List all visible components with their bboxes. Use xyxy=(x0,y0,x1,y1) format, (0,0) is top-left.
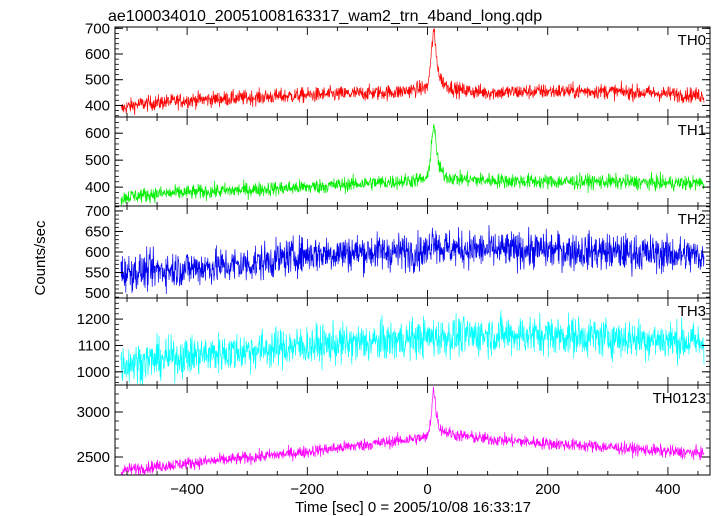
x-tick-label: −200 xyxy=(290,481,324,498)
panel-th2: 500 550 600 650 700 TH2 xyxy=(85,203,711,302)
y-axis-label: Counts/sec xyxy=(32,220,49,296)
panel-th0: 400 500 600 700 TH0 xyxy=(85,20,711,118)
x-tick-label: −400 xyxy=(170,481,204,498)
y-tick-label: 500 xyxy=(85,152,110,169)
x-tick-label: 400 xyxy=(655,481,680,498)
panel-th0123: 2500 3000 TH0123 xyxy=(77,384,711,476)
series-line-th3 xyxy=(120,310,705,385)
y-tick-label: 550 xyxy=(85,265,110,282)
series-line-th2 xyxy=(120,225,705,295)
series-line-th1 xyxy=(120,124,705,206)
y-tick-label: 600 xyxy=(85,244,110,261)
y-tick-label: 700 xyxy=(85,203,110,220)
x-tick-label: 0 xyxy=(423,481,431,498)
y-tick-label: 650 xyxy=(85,223,110,240)
panel-label-th2: TH2 xyxy=(678,211,706,228)
panel-th3: 1000 1100 1200 TH3 xyxy=(77,297,711,386)
y-tick-label: 3000 xyxy=(77,404,110,421)
series-line-th0123 xyxy=(120,386,705,475)
series-line-th0 xyxy=(120,28,705,116)
y-tick-label: 1100 xyxy=(78,337,110,354)
y-tick-label: 1200 xyxy=(77,311,110,328)
y-tick-label: 2500 xyxy=(77,449,110,466)
panels-group: 400 500 600 700 TH0 400 500 600 TH1 500 550 600 650 7… xyxy=(77,20,711,498)
chart-title: ae100034010_20051008163317_wam2_trn_4ban… xyxy=(108,8,542,25)
panel-label-th1: TH1 xyxy=(678,122,706,139)
x-tick-label: 200 xyxy=(535,481,560,498)
panel-label-th0123: TH0123 xyxy=(653,390,706,407)
panel-label-th0: TH0 xyxy=(678,32,706,49)
y-tick-label: 400 xyxy=(85,97,110,114)
y-tick-label: 1000 xyxy=(77,364,110,381)
y-tick-label: 600 xyxy=(85,46,110,63)
y-tick-label: 700 xyxy=(85,20,110,37)
y-tick-label: 500 xyxy=(85,72,110,89)
y-tick-label: 400 xyxy=(85,179,110,196)
x-axis-label: Time [sec] 0 = 2005/10/08 16:33:17 xyxy=(295,499,531,516)
y-tick-label: 500 xyxy=(85,285,110,302)
panel-th1: 400 500 600 TH1 xyxy=(85,116,711,207)
y-tick-label: 600 xyxy=(85,125,110,142)
panel-label-th3: TH3 xyxy=(678,303,706,320)
